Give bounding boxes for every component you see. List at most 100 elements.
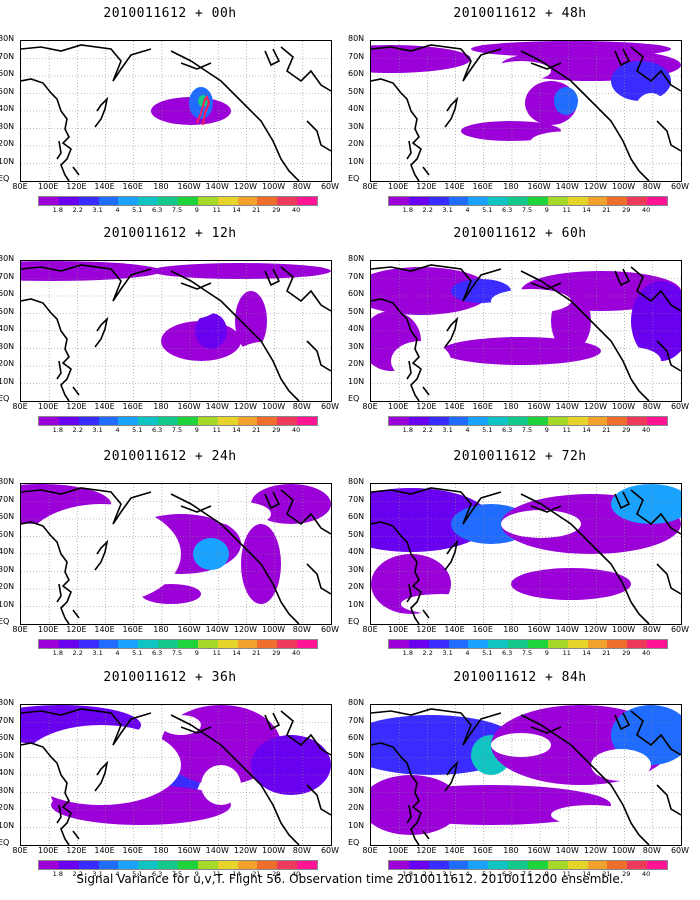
colorbar-swatch — [607, 640, 628, 648]
colorbar — [388, 639, 668, 649]
longitude-label: 60W — [320, 846, 340, 855]
map-panel: 2010011612 + 36h 80N 70N 60N 50N 40N 30N 20N 10N… — [0, 664, 340, 879]
colorbar-label: 11 — [212, 206, 221, 214]
colorbar-swatch — [118, 197, 139, 205]
colorbar-label: 5.1 — [132, 649, 143, 657]
colorbar-label: 2.2 — [422, 649, 433, 657]
colorbar-label: 29 — [272, 206, 281, 214]
colorbar-labels: 1.8 2.2 3.1 4 5.1 6.3 7.5 9 11 14 21 29 40 — [38, 206, 316, 216]
longitude-label: 160W — [177, 402, 201, 411]
latitude-labels: 80N 70N 60N 50N 40N 30N 20N 10N EQ — [0, 698, 22, 848]
latitude-label: 20N — [0, 359, 15, 368]
longitude-labels: 80E 100E 120E 140E 160E 180 160W 140W 120W 100W 80… — [360, 625, 690, 637]
colorbar-swatch — [277, 861, 298, 869]
colorbar-swatch — [567, 640, 588, 648]
colorbar-label: 4 — [115, 870, 120, 878]
longitude-label: 60W — [670, 846, 690, 855]
map-panel: 2010011612 + 72h 80N 70N 60N 50N 40N 30N 20N 10N… — [348, 443, 690, 658]
colorbar-label: 29 — [272, 649, 281, 657]
latitude-label: 10N — [348, 599, 365, 609]
coastline — [614, 48, 631, 67]
latitude-label: 40N — [0, 768, 15, 777]
variance-region — [471, 41, 671, 57]
coastline — [94, 539, 109, 571]
colorbar-swatch — [547, 640, 568, 648]
colorbar-swatch — [237, 640, 258, 648]
latitude-label: 70N — [0, 715, 15, 725]
longitude-label: 80W — [292, 625, 311, 634]
latitude-label: EQ — [0, 617, 10, 626]
latitude-label: 50N — [348, 750, 365, 760]
colorbar-label: 2.2 — [72, 870, 83, 878]
map-canvas — [21, 261, 331, 401]
coastline — [630, 489, 681, 535]
colorbar — [388, 860, 668, 870]
coastline — [371, 742, 422, 845]
colorbar-swatch — [217, 640, 238, 648]
colorbar-swatch — [567, 197, 588, 205]
longitude-label: 60W — [670, 625, 690, 634]
colorbar-label: 40 — [642, 426, 651, 434]
colorbar-swatch — [587, 197, 608, 205]
longitude-label: 100W — [262, 182, 286, 191]
colorbar-swatch — [78, 640, 99, 648]
longitude-label: 160W — [177, 182, 201, 191]
coastline — [406, 583, 412, 603]
coastline — [630, 710, 681, 756]
latitude-label: 60N — [348, 289, 365, 298]
longitude-label: 120W — [583, 846, 608, 855]
latitude-label: 30N — [0, 564, 15, 574]
coastline — [530, 62, 562, 70]
colorbar-label: 1.8 — [402, 870, 414, 878]
figure-caption: Signal Variance for u,v,T. Flight 56. Ob… — [76, 872, 624, 886]
colorbar-label: 2.2 — [422, 426, 433, 434]
longitude-label: 80E — [12, 625, 28, 634]
coastline — [56, 360, 62, 380]
longitude-label: 120W — [233, 846, 258, 855]
longitude-label: 60W — [320, 625, 340, 634]
blank-region — [201, 765, 241, 805]
coastline — [280, 489, 331, 535]
longitude-label: 160W — [527, 846, 551, 855]
longitude-label: 160W — [177, 846, 201, 855]
colorbar-labels: 1.8 2.2 3.1 4 5.1 6.3 7.5 9 11 14 21 29 40 — [388, 870, 666, 880]
coastline — [444, 316, 459, 348]
colorbar — [388, 416, 668, 426]
coastline — [306, 784, 331, 816]
latitude-label: 50N — [0, 86, 15, 96]
colorbar-swatch — [488, 197, 509, 205]
colorbar-label: 14 — [582, 426, 591, 434]
longitude-label: 140E — [94, 625, 115, 634]
blank-region — [601, 347, 661, 375]
latitude-label: 60N — [0, 289, 15, 298]
blank-region — [491, 733, 551, 757]
latitude-label: 60N — [348, 512, 365, 521]
latitude-label: EQ — [0, 838, 10, 847]
coastline — [280, 46, 331, 92]
colorbar-swatch — [138, 417, 159, 425]
longitude-label: 160E — [122, 625, 143, 634]
longitude-label: 140W — [205, 625, 229, 634]
latitude-label: 70N — [348, 51, 365, 61]
longitude-label: 60W — [320, 182, 340, 191]
blank-region — [161, 283, 221, 319]
latitude-label: 60N — [0, 733, 15, 742]
colorbar-label: 7.5 — [171, 649, 183, 657]
coastline — [94, 96, 109, 128]
colorbar-label: 21 — [252, 426, 261, 434]
colorbar-swatch — [468, 640, 489, 648]
colorbar-swatch — [408, 417, 429, 425]
longitude-label: 80W — [642, 625, 661, 634]
colorbar-label: 9 — [544, 426, 549, 434]
coastline — [264, 268, 281, 287]
coastline — [630, 46, 681, 92]
colorbar-label: 2.2 — [422, 870, 433, 878]
latitude-label: 80N — [0, 254, 15, 263]
longitude-label: 140W — [555, 402, 579, 411]
colorbar-swatch — [197, 197, 218, 205]
colorbar-label: 11 — [562, 206, 571, 214]
blank-region — [21, 504, 181, 604]
latitude-label: 50N — [348, 306, 365, 316]
latitude-label: 10N — [0, 156, 15, 166]
latitude-label: 80N — [348, 698, 365, 707]
